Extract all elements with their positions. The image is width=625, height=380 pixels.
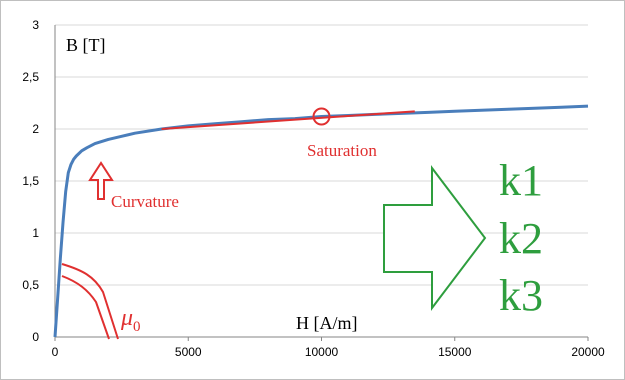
axes <box>54 25 589 341</box>
y-tick-label: 1,5 <box>22 174 39 188</box>
y-tick-label: 0 <box>32 330 39 344</box>
x-axis-label: H [A/m] <box>296 313 358 333</box>
x-tick-labels: 0 5000 10000 15000 20000 <box>52 345 605 359</box>
mu0-line-upper <box>61 263 119 340</box>
x-tick-label: 0 <box>52 345 59 359</box>
y-tick-label: 2 <box>32 122 39 136</box>
mu0-line-lower <box>61 275 110 340</box>
annotations <box>61 107 487 340</box>
grid <box>55 24 588 286</box>
k-label-3: k3 <box>499 271 543 320</box>
mu0-label: μ0 <box>120 305 141 335</box>
y-tick-label: 0,5 <box>22 278 39 292</box>
k-label-1: k1 <box>499 156 543 205</box>
saturation-label: Saturation <box>307 141 377 160</box>
k-arrow <box>383 165 487 311</box>
mu0-symbol: μ <box>120 305 133 331</box>
mu0-subscript: 0 <box>133 319 141 335</box>
x-tick-label: 20000 <box>571 345 605 359</box>
y-tick-label: 2,5 <box>22 70 39 84</box>
y-tick-label: 1 <box>32 226 39 240</box>
saturation-line <box>161 110 415 130</box>
x-tick-label: 5000 <box>175 345 202 359</box>
y-axis-label: B [T] <box>66 35 106 55</box>
curvature-arrow <box>88 161 114 200</box>
x-tick-label: 15000 <box>438 345 472 359</box>
y-tick-labels: 0 0,5 1 1,5 2 2,5 3 <box>22 18 39 344</box>
y-tick-label: 3 <box>32 18 39 32</box>
saturation-marker <box>312 107 331 126</box>
x-tick-label: 10000 <box>305 345 339 359</box>
curvature-label: Curvature <box>111 192 179 211</box>
k-label-2: k2 <box>499 214 543 263</box>
